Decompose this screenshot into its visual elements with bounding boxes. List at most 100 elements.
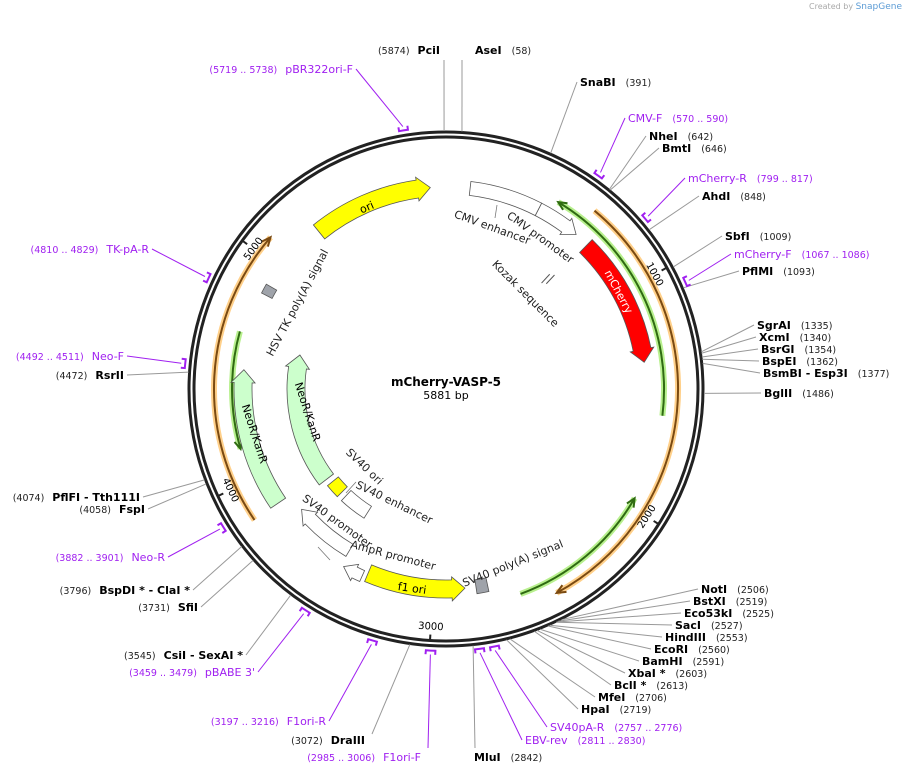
site-label[interactable]: BmtI (646)	[662, 142, 727, 155]
restriction-site[interactable]: SgrAI (1335)	[701, 319, 832, 353]
primer-label[interactable]: mCherry-R (799 .. 817)	[688, 172, 813, 185]
primer[interactable]: (3197 .. 3216) F1ori-R	[211, 637, 379, 728]
restriction-site[interactable]: EcoRI (2560)	[547, 625, 730, 656]
restriction-site[interactable]: BspEI (1362)	[702, 355, 838, 368]
site-label[interactable]: HpaI (2719)	[581, 703, 651, 716]
primer[interactable]: (3882 .. 3901) Neo-R	[56, 521, 228, 564]
orf-arrow[interactable]	[556, 199, 668, 417]
restriction-site[interactable]: AhdI (848)	[648, 190, 766, 231]
site-label[interactable]: BsrGI (1354)	[761, 343, 836, 356]
feature-ori[interactable]	[312, 176, 431, 240]
restriction-site[interactable]: MfeI (2706)	[509, 638, 667, 704]
primer[interactable]: EBV-rev (2811 .. 2830)	[473, 647, 645, 747]
restriction-site[interactable]: PflMI (1093)	[683, 265, 815, 289]
orf-arrow[interactable]	[554, 208, 682, 596]
orf-arrow[interactable]	[211, 235, 273, 522]
primer-label[interactable]: (3459 .. 3479) pBABE 3'	[129, 666, 255, 679]
site-label[interactable]: AseI (58)	[475, 44, 531, 57]
restriction-site[interactable]: (3731) SfiI	[138, 559, 254, 614]
feature-sv40-enhancer[interactable]	[340, 489, 373, 519]
primer-label[interactable]: (2985 .. 3006) F1ori-F	[307, 751, 421, 764]
primer-label[interactable]: (4810 .. 4829) TK-pA-R	[31, 243, 150, 256]
restriction-site[interactable]: XcmI (1340)	[701, 331, 832, 354]
restriction-site[interactable]: (4058) FspI	[79, 483, 207, 516]
site-label[interactable]: (3731) SfiI	[138, 601, 198, 614]
feature-cmv-promoter[interactable]	[534, 202, 577, 235]
primer[interactable]: SV40pA-R (2757 .. 2776)	[488, 644, 682, 734]
feature-neor-kanr[interactable]	[230, 369, 287, 509]
primer-label[interactable]: (3197 .. 3216) F1ori-R	[211, 715, 326, 728]
site-label[interactable]: (3545) CsiI - SexAI *	[124, 649, 243, 662]
site-label[interactable]: BsmBI - Esp3I (1377)	[763, 367, 889, 380]
site-label[interactable]: MluI (2842)	[474, 751, 542, 764]
primer[interactable]: (4492 .. 4511) Neo-F	[16, 350, 187, 370]
primer-label[interactable]: (3882 .. 3901) Neo-R	[56, 551, 166, 564]
restriction-site[interactable]: HpaI (2719)	[506, 639, 651, 716]
site-label[interactable]: (3796) BspDI * - ClaI *	[60, 584, 191, 597]
orf-arrow[interactable]	[519, 496, 638, 597]
restriction-site[interactable]: (3545) CsiI - SexAI *	[124, 594, 292, 662]
restriction-site[interactable]: SnaBI (391)	[550, 76, 652, 154]
restriction-site[interactable]: BsrGI (1354)	[701, 343, 836, 358]
site-label[interactable]: (3072) DraIII	[291, 734, 365, 747]
feature-neor-kanr[interactable]	[284, 354, 335, 486]
restriction-site[interactable]: SbfI (1009)	[673, 230, 791, 268]
site-label[interactable]: SnaBI (391)	[580, 76, 651, 89]
primer[interactable]: (2985 .. 3006) F1ori-F	[307, 649, 437, 764]
site-label[interactable]: HindIII (2553)	[665, 631, 748, 644]
feature-f1-ori[interactable]	[364, 564, 466, 602]
feature-mcherry[interactable]	[579, 239, 655, 363]
restriction-site[interactable]: HindIII (2553)	[549, 624, 748, 644]
site-label[interactable]: EcoRI (2560)	[654, 643, 730, 656]
restriction-site[interactable]: (3796) BspDI * - ClaI *	[60, 546, 243, 597]
feature-cmv-enhancer[interactable]	[468, 181, 543, 217]
restriction-site[interactable]: MluI (2842)	[472, 645, 542, 764]
site-label[interactable]: BstXI (2519)	[693, 595, 767, 608]
restriction-site[interactable]: BglII (1486)	[703, 387, 834, 400]
primer-label[interactable]: CMV-F (570 .. 590)	[628, 112, 728, 125]
primer[interactable]: (3459 .. 3479) pBABE 3'	[129, 606, 312, 679]
primer-label[interactable]: (4492 .. 4511) Neo-F	[16, 350, 124, 363]
site-label[interactable]: AhdI (848)	[702, 190, 766, 203]
restriction-site[interactable]: BamHI (2591)	[539, 628, 724, 668]
site-label[interactable]: SacI (2527)	[675, 619, 743, 632]
restriction-site[interactable]: (3072) DraIII	[291, 644, 411, 747]
site-label[interactable]: MfeI (2706)	[598, 691, 667, 704]
site-label[interactable]: Eco53kI (2525)	[684, 607, 774, 620]
site-label[interactable]: NotI (2506)	[701, 583, 769, 596]
restriction-site[interactable]: SacI (2527)	[556, 619, 743, 632]
primer-label[interactable]: mCherry-F (1067 .. 1086)	[734, 248, 869, 261]
site-label[interactable]: SgrAI (1335)	[757, 319, 832, 332]
site-label[interactable]: (4058) FspI	[79, 503, 145, 516]
restriction-site[interactable]: (5874) PciI	[378, 44, 445, 132]
site-label[interactable]: (4074) PflFI - Tth111I	[13, 491, 140, 504]
restriction-site[interactable]: XbaI * (2603)	[536, 629, 707, 680]
site-label[interactable]: BglII (1486)	[764, 387, 834, 400]
site-label[interactable]: PflMI (1093)	[742, 265, 815, 278]
site-label[interactable]: BamHI (2591)	[642, 655, 724, 668]
primer[interactable]: mCherry-R (799 .. 817)	[640, 172, 813, 224]
feature-sv40-poly-a-signal[interactable]	[474, 577, 490, 595]
restriction-site[interactable]: (4472) RsrII	[56, 369, 189, 382]
site-label[interactable]: BspEI (1362)	[762, 355, 838, 368]
site-label[interactable]: (4472) RsrII	[56, 369, 124, 382]
restriction-site[interactable]: BsmBI - Esp3I (1377)	[702, 362, 890, 380]
site-label[interactable]: XbaI * (2603)	[628, 667, 707, 680]
site-label[interactable]: (5874) PciI	[378, 44, 440, 57]
primer[interactable]: mCherry-F (1067 .. 1086)	[681, 248, 869, 288]
primer-label[interactable]: (5719 .. 5738) pBR322ori-F	[209, 63, 353, 76]
restriction-site[interactable]: BstXI (2519)	[558, 595, 767, 622]
primer-label[interactable]: EBV-rev (2811 .. 2830)	[525, 734, 645, 747]
restriction-site[interactable]: NotI (2506)	[561, 583, 769, 621]
site-label[interactable]: BclI * (2613)	[614, 679, 688, 692]
restriction-site[interactable]: BclI * (2613)	[534, 630, 688, 692]
primer[interactable]: (5719 .. 5738) pBR322ori-F	[209, 63, 410, 133]
site-label[interactable]: NheI (642)	[649, 130, 713, 143]
site-label[interactable]: SbfI (1009)	[725, 230, 791, 243]
primer[interactable]: CMV-F (570 .. 590)	[593, 112, 728, 180]
primer-label[interactable]: SV40pA-R (2757 .. 2776)	[550, 721, 682, 734]
feature-sv40-promoter[interactable]	[301, 508, 354, 557]
restriction-site[interactable]: AseI (58)	[461, 44, 531, 132]
site-label[interactable]: XcmI (1340)	[759, 331, 831, 344]
restriction-site[interactable]: (4074) PflFI - Tth111I	[13, 479, 205, 504]
